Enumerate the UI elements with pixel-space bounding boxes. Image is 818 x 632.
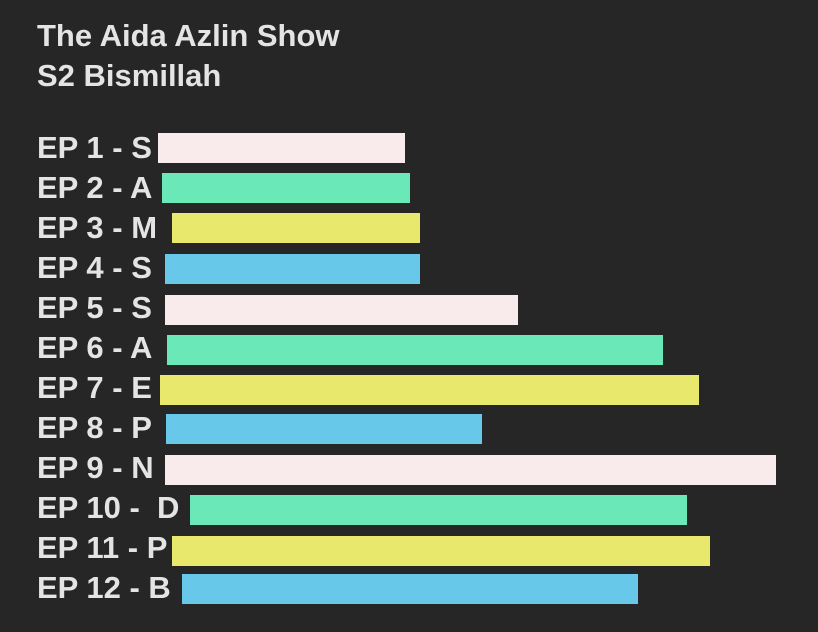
episode-line: EP 5 - S bbox=[37, 290, 152, 325]
redaction bbox=[167, 335, 663, 365]
note-subtitle: S2 Bismillah bbox=[37, 58, 222, 93]
episode-line: EP 7 - E bbox=[37, 370, 152, 405]
redaction bbox=[165, 295, 518, 325]
episode-line: EP 3 - M bbox=[37, 210, 158, 245]
episode-line: EP 6 - A bbox=[37, 330, 153, 365]
episode-line: EP 2 - A bbox=[37, 170, 153, 205]
episode-line: EP 12 - B bbox=[37, 570, 171, 605]
redaction bbox=[166, 414, 482, 444]
episode-line: EP 11 - P bbox=[37, 530, 168, 565]
episode-line: EP 10 - D bbox=[37, 490, 180, 525]
redaction bbox=[162, 173, 410, 203]
episode-line: EP 8 - P bbox=[37, 410, 152, 445]
episode-line: EP 9 - N bbox=[37, 450, 154, 485]
redaction bbox=[165, 254, 420, 284]
redaction bbox=[160, 375, 699, 405]
redaction bbox=[182, 574, 638, 604]
redaction bbox=[158, 133, 405, 163]
episode-line: EP 4 - S bbox=[37, 250, 152, 285]
redaction bbox=[165, 455, 776, 485]
redaction bbox=[172, 536, 710, 566]
note-title: The Aida Azlin Show bbox=[37, 18, 340, 53]
episode-line: EP 1 - S bbox=[37, 130, 152, 165]
redaction bbox=[172, 213, 420, 243]
redaction bbox=[190, 495, 687, 525]
